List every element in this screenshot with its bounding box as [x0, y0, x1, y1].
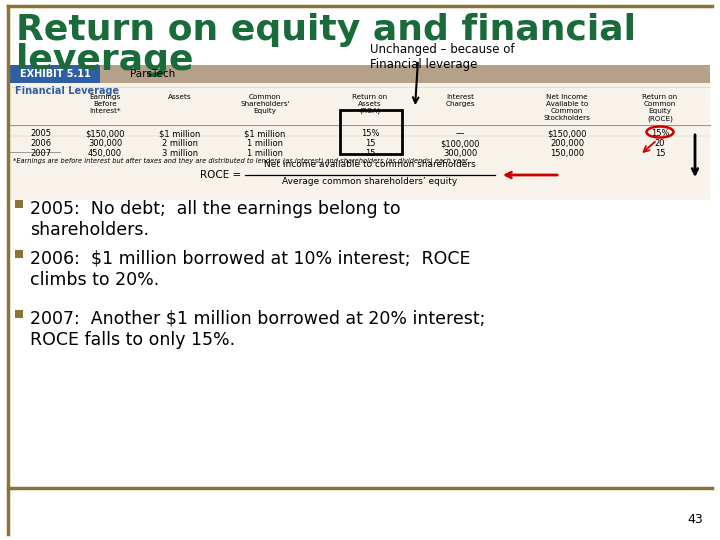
Bar — [10, 83, 710, 200]
Text: Return on equity and financial: Return on equity and financial — [16, 13, 636, 47]
Text: ROCE =: ROCE = — [200, 170, 245, 180]
Text: 1 million: 1 million — [247, 139, 283, 148]
Text: 20: 20 — [654, 139, 665, 148]
Bar — [10, 65, 710, 83]
Text: Return on
Assets
(ROA): Return on Assets (ROA) — [352, 94, 387, 114]
Text: 15: 15 — [654, 149, 665, 158]
Text: Assets: Assets — [168, 94, 192, 100]
Text: 2005: 2005 — [30, 129, 51, 138]
Text: EXHIBIT 5.11: EXHIBIT 5.11 — [19, 69, 91, 79]
Text: 300,000: 300,000 — [88, 139, 122, 148]
Text: Common
Shareholders'
Equity: Common Shareholders' Equity — [240, 94, 290, 114]
Text: $150,000: $150,000 — [85, 129, 125, 138]
Bar — [15, 310, 23, 318]
Bar — [15, 200, 23, 208]
Text: —: — — [456, 129, 464, 138]
Text: 2 million: 2 million — [162, 139, 198, 148]
Text: 200,000: 200,000 — [550, 139, 584, 148]
Text: Average common shareholders’ equity: Average common shareholders’ equity — [282, 177, 458, 186]
Text: 450,000: 450,000 — [88, 149, 122, 158]
Text: 2006: 2006 — [30, 139, 51, 148]
Text: Earnings
Before
Interest*: Earnings Before Interest* — [89, 94, 121, 114]
Text: $150,000: $150,000 — [547, 129, 587, 138]
Text: 15%: 15% — [651, 129, 670, 138]
Text: Financial Leverage: Financial Leverage — [15, 86, 119, 96]
Text: $1 million: $1 million — [159, 129, 201, 138]
Text: 15: 15 — [365, 149, 375, 158]
Text: 43: 43 — [688, 513, 703, 526]
Text: 1 million: 1 million — [247, 149, 283, 158]
Bar — [15, 250, 23, 258]
Text: 300,000: 300,000 — [443, 149, 477, 158]
Text: ParsTech: ParsTech — [130, 69, 175, 79]
Text: 2007: 2007 — [30, 149, 51, 158]
Text: 15%: 15% — [361, 129, 379, 138]
Text: leverage: leverage — [16, 43, 194, 77]
Bar — [340, 110, 402, 154]
Text: *Earnings are before interest but after taxes and they are distributed to lender: *Earnings are before interest but after … — [13, 157, 469, 164]
Text: 2005:  No debt;  all the earnings belong to
shareholders.: 2005: No debt; all the earnings belong t… — [30, 200, 400, 239]
Text: $1 million: $1 million — [244, 129, 286, 138]
Text: Interest
Charges: Interest Charges — [445, 94, 474, 107]
Text: Net Income
Available to
Common
Stockholders: Net Income Available to Common Stockhold… — [544, 94, 590, 121]
Text: 2006:  $1 million borrowed at 10% interest;  ROCE
climbs to 20%.: 2006: $1 million borrowed at 10% interes… — [30, 250, 470, 289]
Text: Unchanged – because of
Financial leverage: Unchanged – because of Financial leverag… — [370, 43, 515, 71]
Text: 2007:  Another $1 million borrowed at 20% interest;
ROCE falls to only 15%.: 2007: Another $1 million borrowed at 20%… — [30, 310, 485, 349]
Text: 3 million: 3 million — [162, 149, 198, 158]
Text: $100,000: $100,000 — [440, 139, 480, 148]
Text: 15: 15 — [365, 139, 375, 148]
Bar — [10, 65, 100, 83]
Text: Net income available to common shareholders: Net income available to common sharehold… — [264, 160, 476, 169]
Text: Return on
Common
Equity
(ROCE): Return on Common Equity (ROCE) — [642, 94, 678, 122]
Text: 150,000: 150,000 — [550, 149, 584, 158]
